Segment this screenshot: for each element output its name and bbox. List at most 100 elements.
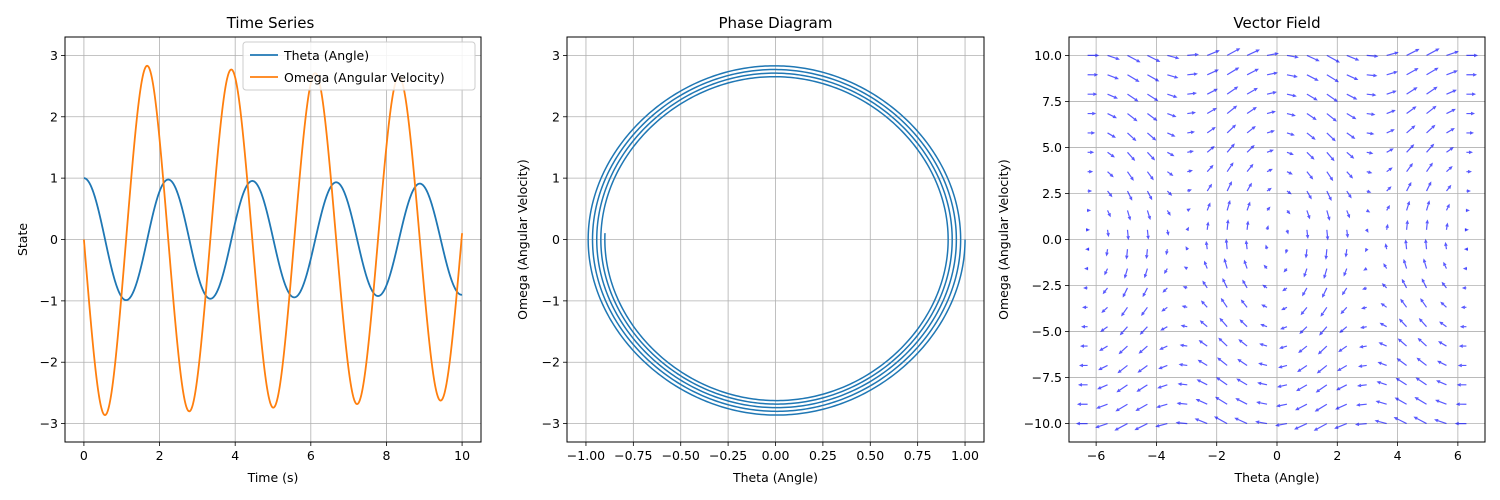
vector-field-arrow-head bbox=[1429, 162, 1433, 167]
vector-field-arrow-head bbox=[1255, 49, 1260, 53]
vector-field-arrow bbox=[1314, 403, 1328, 412]
vector-field-arrow-head bbox=[1218, 337, 1223, 342]
vector-field-arrow-head bbox=[1438, 341, 1443, 345]
vector-field-arrow bbox=[1266, 91, 1277, 95]
vector-field-arrow-head bbox=[1467, 169, 1472, 174]
vector-field-arrow-head bbox=[1295, 406, 1300, 411]
vector-field-arrow-head bbox=[1112, 114, 1117, 119]
vector-field-arrow bbox=[1338, 345, 1348, 353]
vector-field-arrow bbox=[1464, 228, 1469, 232]
vector-field-arrow bbox=[1166, 229, 1170, 236]
vector-field-arrow-head bbox=[1296, 387, 1301, 392]
vector-field-arrow-head bbox=[1208, 183, 1213, 188]
vector-field-arrow-shaft bbox=[1306, 229, 1309, 236]
vector-field-arrow-head bbox=[1116, 388, 1121, 393]
vector-field-arrow bbox=[1326, 132, 1336, 142]
vector-field-arrow-shaft bbox=[1241, 321, 1248, 328]
vector-field-arrow bbox=[1164, 268, 1168, 275]
vector-field-arrow bbox=[1296, 384, 1308, 392]
vector-field-arrow bbox=[1262, 284, 1268, 289]
vector-field-arrow-shaft bbox=[1416, 417, 1427, 425]
vector-field-arrow-head bbox=[1192, 91, 1197, 96]
vector-field-arrow bbox=[1202, 280, 1208, 289]
vector-field-arrow-head bbox=[1234, 417, 1239, 421]
vector-field-arrow-head bbox=[1369, 151, 1374, 155]
phase-diagram-xtick-label: 1.00 bbox=[951, 448, 979, 463]
vector-field-arrow-head bbox=[1434, 418, 1439, 423]
vector-field-arrow-shaft bbox=[1346, 190, 1350, 196]
vector-field-arrow bbox=[1386, 109, 1396, 115]
vector-field-arrow bbox=[1437, 360, 1447, 366]
vector-field-arrow-shaft bbox=[1138, 403, 1148, 410]
vector-field-arrow-shaft bbox=[1326, 132, 1334, 140]
vector-field-arrow-head bbox=[1464, 228, 1469, 232]
vector-field-arrow-shaft bbox=[1446, 90, 1454, 95]
vector-field-arrow bbox=[1275, 423, 1288, 427]
vector-field-arrow bbox=[1434, 418, 1447, 425]
vector-field-arrow bbox=[1323, 268, 1328, 279]
vector-field-arrow-head bbox=[1212, 107, 1217, 112]
vector-field-arrow bbox=[1315, 384, 1328, 393]
vector-field-arrow-head bbox=[1169, 172, 1174, 176]
phase-diagram-ytick-label: −3 bbox=[542, 416, 560, 431]
vector-field-arrow-shaft bbox=[1143, 287, 1148, 294]
vector-field-arrow-head bbox=[1109, 173, 1114, 178]
vector-field-arrow-head bbox=[1207, 202, 1211, 207]
vector-field-arrow-head bbox=[1267, 187, 1272, 192]
vector-field-arrow bbox=[1297, 364, 1308, 373]
vector-field-arrow-shaft bbox=[1326, 113, 1335, 120]
vector-field-xtick-label: 0 bbox=[1273, 448, 1281, 463]
vector-field-arrow-shaft bbox=[1206, 148, 1213, 153]
vector-field-arrow-head bbox=[1098, 366, 1103, 371]
vector-field-arrow bbox=[1313, 423, 1328, 431]
vector-field-arrow-shaft bbox=[1243, 282, 1248, 289]
vector-field-arrow-shaft bbox=[1226, 49, 1238, 56]
vector-field-arrow-shaft bbox=[1167, 54, 1176, 59]
vector-field-arrow-shaft bbox=[1180, 402, 1188, 405]
vector-field-arrow-shaft bbox=[1246, 89, 1255, 95]
vector-field-arrow bbox=[1302, 287, 1308, 297]
vector-field-arrow-head bbox=[1290, 132, 1295, 136]
vector-field-ytick-label: 5.0 bbox=[1042, 140, 1062, 155]
vector-field-arrow-shaft bbox=[1261, 363, 1268, 367]
phase-diagram-xtick-label: −1.00 bbox=[567, 448, 605, 463]
vector-field-arrow-head bbox=[1230, 143, 1235, 148]
vector-field-arrow bbox=[1087, 131, 1096, 135]
vector-field-arrow-shaft bbox=[1318, 384, 1328, 391]
vector-field-arrow bbox=[1206, 69, 1219, 76]
vector-field-arrow-head bbox=[1367, 189, 1372, 194]
phase-diagram-xtick-label: 0.75 bbox=[904, 448, 932, 463]
vector-field-arrow-shaft bbox=[1107, 113, 1114, 117]
vector-field-arrow bbox=[1466, 53, 1479, 58]
vector-field-arrow-shaft bbox=[1404, 262, 1408, 269]
vector-field-arrow bbox=[1126, 190, 1133, 201]
vector-field-arrow-head bbox=[1417, 337, 1422, 342]
vector-field-arrow bbox=[1077, 383, 1088, 387]
vector-field-arrow-shaft bbox=[1439, 381, 1447, 386]
phase-diagram-title: Phase Diagram bbox=[719, 14, 833, 32]
vector-field-arrow bbox=[1125, 249, 1129, 260]
vector-field-arrow-shaft bbox=[1381, 362, 1387, 367]
vector-field-arrow-shaft bbox=[1187, 131, 1192, 134]
vector-field-arrow bbox=[1187, 91, 1197, 96]
vector-field-arrow bbox=[1137, 364, 1148, 373]
vector-field-arrow-shaft bbox=[1123, 287, 1129, 295]
vector-field-arrow-shaft bbox=[1221, 320, 1228, 328]
vector-field-arrow-head bbox=[1363, 267, 1368, 271]
vector-field-arrow-shaft bbox=[1164, 306, 1168, 310]
vector-field-arrow-head bbox=[1443, 261, 1447, 267]
vector-field-arrow bbox=[1187, 150, 1194, 154]
vector-field-arrow bbox=[1095, 423, 1108, 429]
vector-field-arrow-shaft bbox=[1106, 210, 1110, 214]
vector-field-arrow-head bbox=[1168, 191, 1173, 196]
vector-field-arrow-head bbox=[1426, 200, 1431, 205]
vector-field-arrow bbox=[1386, 70, 1398, 76]
vector-field-arrow-shaft bbox=[1380, 382, 1387, 386]
vector-field-arrow-shaft bbox=[1122, 306, 1128, 314]
vector-field-arrow-head bbox=[1320, 312, 1325, 317]
vector-field-arrow-head bbox=[1191, 111, 1196, 115]
vector-field-arrow-shaft bbox=[1346, 74, 1356, 79]
vector-field-arrow-shaft bbox=[1259, 402, 1268, 405]
vector-field-arrow bbox=[1341, 287, 1348, 296]
vector-field-arrow bbox=[1144, 249, 1149, 260]
